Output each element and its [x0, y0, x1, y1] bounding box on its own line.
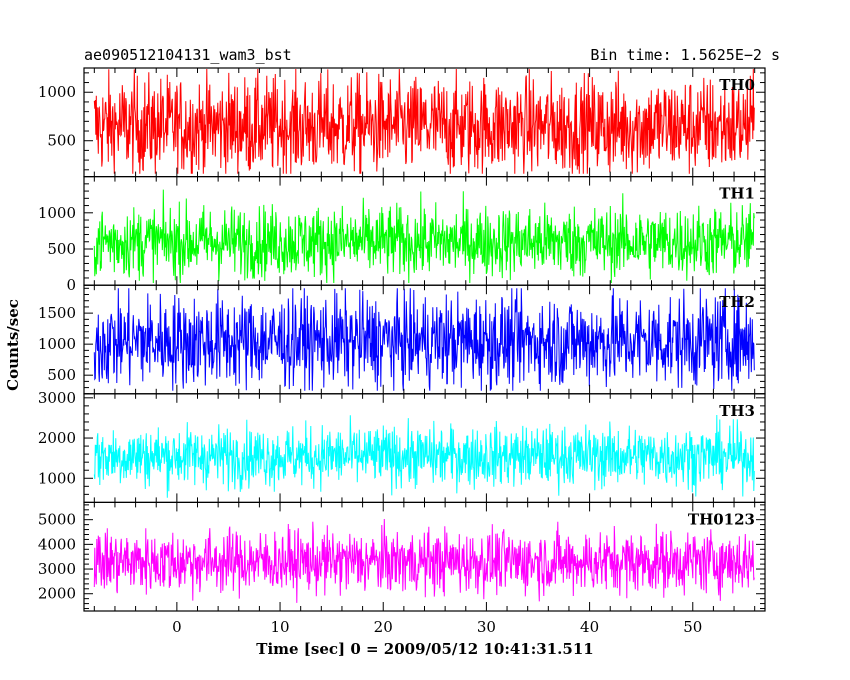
- series-th2: [93, 288, 755, 391]
- panel-label: TH1: [719, 185, 755, 203]
- series-th0: [93, 68, 755, 174]
- y-tick-label: 500: [47, 240, 76, 258]
- x-tick-label: 10: [270, 618, 289, 636]
- x-tick-label: 0: [172, 618, 182, 636]
- series-th1: [93, 189, 755, 284]
- panel-th0123: 2000 3000 4000 5000 TH0123: [38, 501, 766, 612]
- y-axis-label: Counts/sec: [4, 299, 22, 391]
- panel-label: TH0123: [688, 510, 755, 528]
- x-tick-label: 40: [580, 618, 599, 636]
- y-tick-label: 1500: [38, 304, 76, 322]
- series-th3: [93, 414, 755, 498]
- y-tick-label: 500: [47, 132, 76, 150]
- y-tick-label: 3000: [38, 560, 76, 578]
- panels-group: 500 1000 TH0 0 500 1000 TH1 500 1000 1500 TH2 1000 2…: [38, 67, 766, 612]
- x-axis: 0 10 20 30 40 50: [172, 618, 702, 636]
- panel-th1: 0 500 1000 TH1: [38, 176, 766, 294]
- y-tick-label: 1000: [38, 83, 76, 101]
- y-tick-label: 1000: [38, 335, 76, 353]
- y-tick-label: 1000: [38, 469, 76, 487]
- y-tick-label: 500: [47, 366, 76, 384]
- y-tick-label: 1000: [38, 204, 76, 222]
- x-tick-label: 20: [374, 618, 393, 636]
- panel-th0: 500 1000 TH0: [38, 67, 766, 178]
- panel-label: TH0: [719, 76, 755, 94]
- panel-label: TH2: [719, 293, 755, 311]
- bin-time-label: Bin time: 1.5625E−2 s: [590, 46, 780, 64]
- y-tick-label: 3000: [38, 389, 76, 407]
- y-tick-label: 2000: [38, 585, 76, 603]
- series-th0123: [93, 518, 755, 603]
- x-axis-label: Time [sec] 0 = 2009/05/12 10:41:31.511: [256, 640, 593, 658]
- x-tick-label: 30: [477, 618, 496, 636]
- y-tick-label: 2000: [38, 429, 76, 447]
- y-tick-label: 5000: [38, 511, 76, 529]
- panel-label: TH3: [719, 402, 755, 420]
- y-tick-label: 4000: [38, 535, 76, 553]
- y-tick-label: 0: [66, 276, 76, 294]
- panel-th3: 1000 2000 3000 TH3: [38, 389, 766, 503]
- x-tick-label: 50: [683, 618, 702, 636]
- chart-title: ae090512104131_wam3_bst: [84, 46, 292, 64]
- panel-th2: 500 1000 1500 TH2: [38, 284, 766, 395]
